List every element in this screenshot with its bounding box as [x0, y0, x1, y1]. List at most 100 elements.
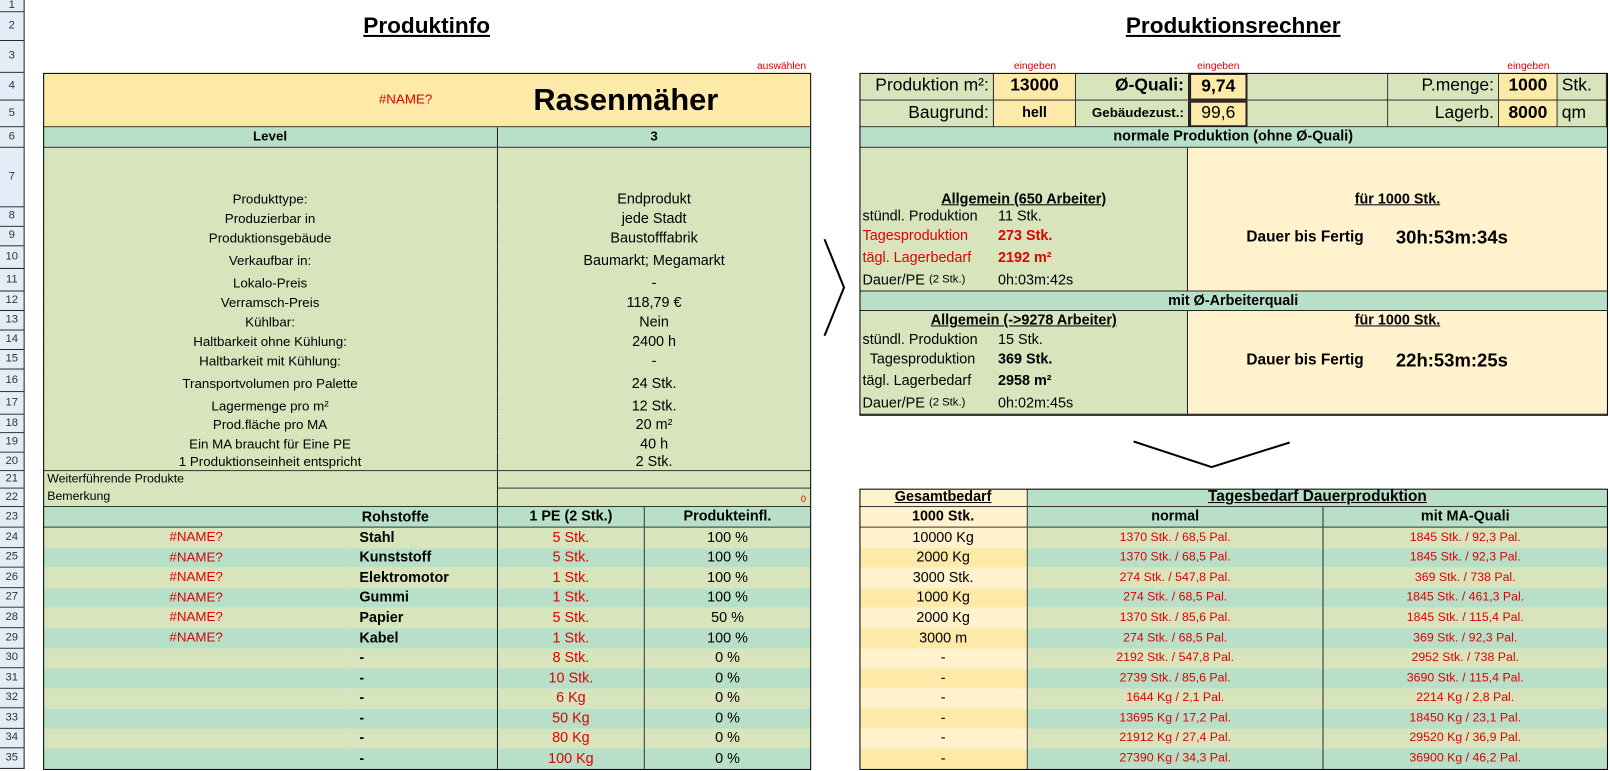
cell: 369 Stk. / 92,3 Pal. [1323, 628, 1607, 649]
cell: 2400 h [497, 330, 811, 351]
cell: 24 Stk. [497, 369, 811, 393]
cell: #NAME? [308, 73, 503, 127]
cell: Allgemein (->9278 Arbeiter) [859, 311, 1188, 331]
cell: 100 % [644, 628, 811, 649]
text: 1 Stk. [552, 588, 590, 605]
text: normale Produktion (ohne Ø-Quali) [1113, 127, 1353, 145]
text: Produkttype: [232, 190, 308, 207]
cell: jede Stadt [497, 207, 811, 227]
row-header: 29 [0, 628, 25, 649]
text: 2 Stk. [635, 452, 673, 469]
row-header: 24 [0, 527, 25, 549]
text: 13 [5, 313, 19, 326]
title: Produktionsrechner [859, 12, 1607, 41]
cell: Ø-Quali: [1076, 72, 1190, 101]
cell: - [497, 350, 811, 370]
text: 100 % [707, 568, 748, 585]
text: 29 [5, 631, 19, 644]
row-header: 21 [0, 471, 25, 489]
row-header: 1 [0, 0, 25, 13]
text: - [940, 749, 946, 766]
text: Weiterführende Produkte [47, 471, 185, 486]
cell: 1 Produktionseinheit entspricht [43, 452, 498, 472]
text: - [359, 669, 365, 686]
text: Tagesbedarf Dauerproduktion [1207, 487, 1427, 505]
text: 18 [5, 416, 19, 430]
text: auswählen [756, 60, 807, 72]
text: 1644 Kg / 2,1 Pal. [1126, 690, 1225, 705]
text: Gummi [359, 588, 409, 605]
cell: Baumarkt; Megamarkt [497, 246, 811, 269]
text: - [359, 709, 365, 726]
cell: Bemerkung [43, 488, 498, 508]
cell: 1845 Stk. / 92,3 Pal. [1323, 548, 1607, 568]
cell: - [859, 708, 1028, 729]
text: 1000 [1508, 75, 1548, 95]
cell: 1370 Stk. / 68,5 Pal. [1027, 548, 1324, 568]
cell [43, 728, 350, 749]
text: 8000 [1508, 102, 1548, 122]
text: Stk. [1561, 75, 1592, 95]
cell: 2192 Stk. / 547,8 Pal. [1027, 648, 1324, 669]
row-header: 16 [0, 369, 25, 393]
text: 50 % [711, 608, 744, 625]
cell: 22h:53m:25s [1374, 331, 1530, 393]
cell: - [349, 668, 498, 689]
text: 0 % [715, 649, 740, 666]
cell: 2000 Kg [859, 607, 1028, 629]
text: - [940, 709, 946, 726]
text: Stahl [359, 528, 395, 545]
cell: - [349, 708, 498, 729]
cell [1188, 147, 1607, 292]
hint: eingeben [1189, 41, 1248, 73]
cell: für 1000 Stk. [1188, 148, 1607, 208]
cell: 2952 Stk. / 738 Pal. [1323, 648, 1607, 669]
text: P.menge: [1421, 75, 1494, 95]
cell: 274 Stk. / 547,8 Pal. [1027, 567, 1324, 589]
text: 1845 Stk. / 461,3 Pal. [1406, 589, 1525, 605]
cell: Endprodukt [497, 147, 811, 208]
text: 100 % [707, 629, 748, 646]
cell: 15 Stk. [994, 331, 1188, 351]
row-header: 3 [0, 41, 25, 73]
text: #NAME? [169, 569, 223, 585]
text: stündl. Produktion [862, 330, 978, 348]
row-header: 13 [0, 311, 25, 331]
cell: 13000 [993, 72, 1077, 101]
text: jede Stadt [621, 209, 687, 226]
cell: Allgemein (650 Arbeiter) [859, 148, 1188, 208]
cell: 1370 Stk. / 85,6 Pal. [1027, 607, 1324, 629]
text: 10000 Kg [912, 528, 974, 545]
text: (2 Stk.) [928, 396, 966, 410]
cell [1188, 311, 1607, 415]
row-header: 27 [0, 588, 25, 608]
text: 7 [8, 170, 15, 183]
row-header: 33 [0, 708, 25, 729]
text: eingeben [1197, 60, 1240, 72]
cell: 3000 Stk. [859, 567, 1028, 589]
text: Elektromotor [359, 568, 449, 585]
text: 12 [5, 294, 19, 307]
text: mit Ø-Arbeiterquali [1168, 291, 1299, 308]
cell: Dauer bis Fertig [1188, 331, 1422, 393]
cell: 80 Kg [497, 728, 645, 749]
text: 0 % [715, 669, 740, 686]
cell: #NAME? [43, 567, 350, 589]
row-header: 18 [0, 414, 25, 434]
text: 8 Stk. [552, 649, 590, 666]
text: Tagesproduktion [862, 227, 969, 244]
cell [1247, 100, 1389, 128]
row-header: 9 [0, 226, 25, 247]
text: (2 Stk.) [928, 273, 966, 286]
cell: 6 Kg [497, 688, 645, 709]
row-header: 4 [0, 72, 25, 101]
row-header: 26 [0, 567, 25, 589]
cell: Gesamtbedarf [859, 488, 1028, 508]
arrow-down [1133, 440, 1290, 469]
cell [43, 708, 350, 729]
text: 9,74 [1201, 75, 1236, 96]
text: Allgemein (->9278 Arbeiter) [930, 311, 1117, 328]
text: für 1000 Stk. [1354, 311, 1441, 328]
cell: 9,74 [1189, 72, 1248, 101]
text: 6 Kg [556, 689, 586, 706]
